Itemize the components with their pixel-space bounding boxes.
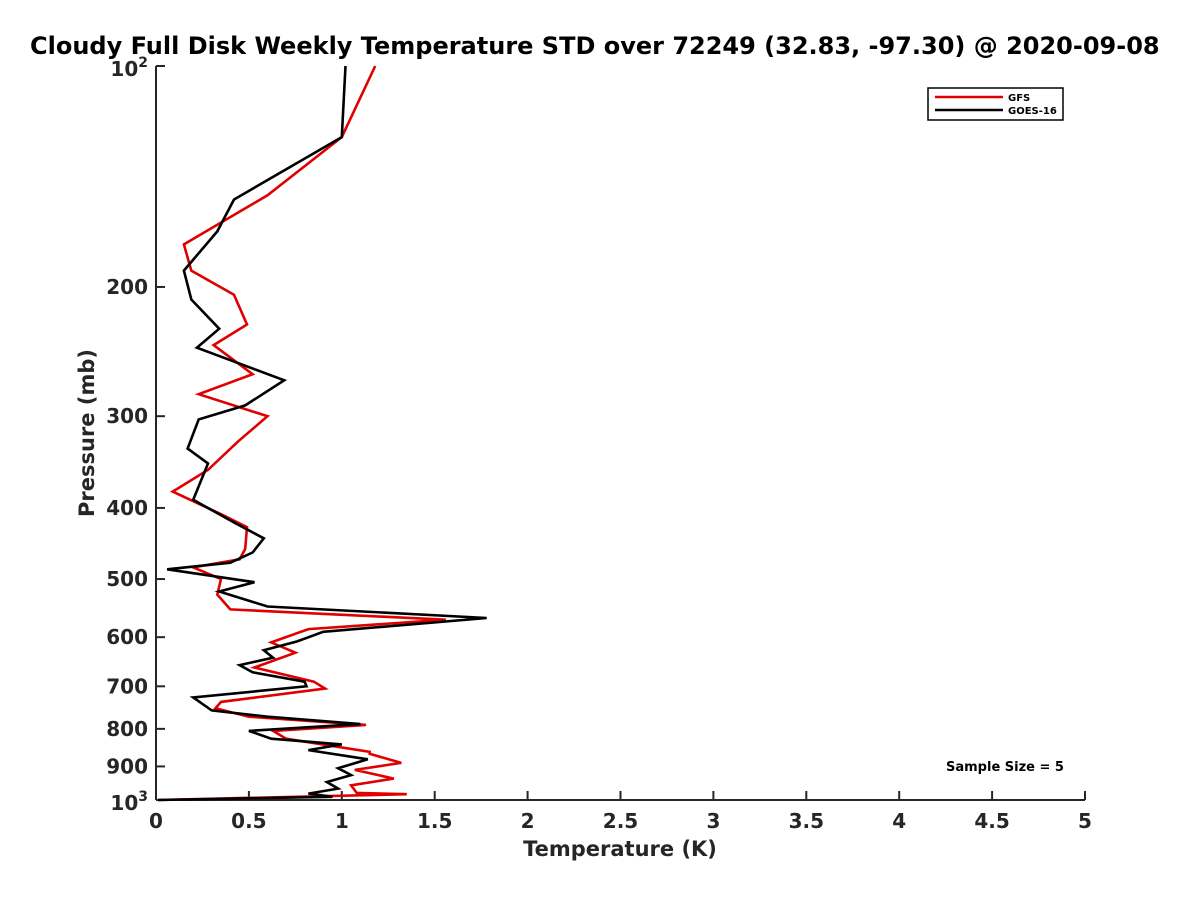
x-axis-ticks: 0 0.5 1 1.5 2 2.5 3 3.5 4 4.5 5: [149, 791, 1092, 833]
x-tick-label: 3.5: [789, 809, 824, 833]
y-tick-label: 700: [106, 674, 148, 698]
x-tick-label: 0: [149, 809, 163, 833]
x-tick-label: 2.5: [603, 809, 638, 833]
x-tick-label: 1.5: [417, 809, 452, 833]
legend-label-goes16: GOES-16: [1008, 106, 1057, 117]
y-tick-label: 300: [106, 404, 148, 428]
series-line-gfs: [157, 65, 446, 802]
series-layer: [157, 65, 487, 802]
series-line-goes16: [157, 65, 487, 802]
y-axis-title: Pressure (mb): [75, 349, 99, 517]
legend-label-gfs: GFS: [1008, 93, 1030, 104]
x-tick-label: 0.5: [231, 809, 266, 833]
chart-title: Cloudy Full Disk Weekly Temperature STD …: [30, 32, 1160, 60]
x-tick-label: 3: [706, 809, 720, 833]
y-tick-label: 500: [106, 567, 148, 591]
y-tick-label: 600: [106, 625, 148, 649]
y-tick-label-top: 102: [110, 55, 148, 81]
y-tick-label: 800: [106, 717, 148, 741]
x-tick-label: 1: [335, 809, 349, 833]
sample-size-annotation: Sample Size = 5: [946, 760, 1064, 775]
x-tick-label: 4.5: [974, 809, 1009, 833]
x-tick-label: 2: [521, 809, 535, 833]
y-tick-label-bottom: 103: [110, 789, 148, 815]
y-axis-ticks: 200 300 400 500 600 700 800 900: [106, 65, 165, 801]
y-tick-label: 200: [106, 275, 148, 299]
x-tick-label: 5: [1078, 809, 1092, 833]
y-tick-label: 400: [106, 496, 148, 520]
x-axis-title: Temperature (K): [523, 837, 717, 861]
legend-box: [927, 87, 1064, 121]
y-tick-label: 900: [106, 754, 148, 778]
legend: GFS GOES-16: [927, 87, 1064, 121]
x-tick-label: 4: [892, 809, 906, 833]
